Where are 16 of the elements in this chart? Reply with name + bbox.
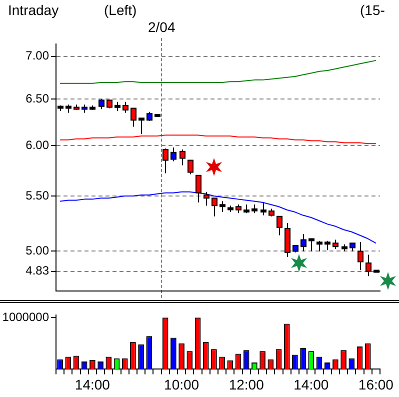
y-tick-label: 5.50 xyxy=(26,188,50,202)
y-tick-label: 4.83 xyxy=(26,264,50,278)
y-tick-label: 5.00 xyxy=(26,244,50,258)
x-tick-label: 10:00 xyxy=(164,376,200,392)
text: (Left) xyxy=(104,2,137,18)
text: 2/04 xyxy=(148,18,176,35)
x-tick-label: 14:00 xyxy=(74,376,110,392)
y-tick-label: 6.00 xyxy=(26,138,50,152)
x-tick-label: 12:00 xyxy=(228,376,264,392)
y-tick-label: 1000000 xyxy=(2,310,50,324)
x-tick-label: 16:00 xyxy=(358,376,394,392)
x-tick-label: 14:00 xyxy=(294,376,329,392)
y-tick-label: 6.50 xyxy=(26,92,50,106)
y-tick-label: 7.00 xyxy=(26,48,50,63)
chart-title: Intraday xyxy=(8,2,59,18)
text: (15- xyxy=(360,2,386,18)
